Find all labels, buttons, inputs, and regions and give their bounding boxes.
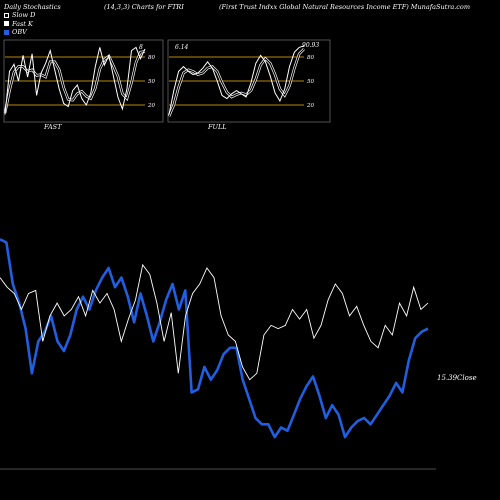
fast-value-label: 8 [139, 44, 143, 51]
legend-swatch-obv [4, 29, 9, 35]
svg-text:15.39Close: 15.39Close [437, 374, 477, 382]
full-panel: 80 50 20 6.14 90.93 FULL [167, 39, 331, 131]
full-value-label: 90.93 [302, 42, 319, 49]
fast-panel: 80 50 20 8 FAST [3, 39, 164, 131]
legend-swatch-fast-k [4, 21, 9, 27]
fast-ytick-label: 80 [148, 55, 155, 61]
close-name-label: Close [457, 374, 477, 382]
chart-title-left: Daily Stochastics [4, 3, 61, 11]
obv-line [0, 238, 429, 439]
legend-swatch-slow-d [4, 12, 9, 18]
legend-item-slow-d: Slow D [4, 11, 35, 20]
fast-panel-title: FAST [43, 123, 62, 131]
legend-label-fast-k: Fast K [12, 19, 33, 28]
fast-ytick-label: 50 [148, 79, 155, 85]
legend: Slow D Fast K OBV [4, 11, 35, 37]
full-ytick-label: 80 [307, 55, 314, 61]
close-line [0, 263, 429, 381]
legend-label-slow-d: Slow D [12, 11, 36, 19]
fast-ytick-label: 20 [147, 103, 155, 109]
full-ytick-label: 50 [307, 79, 314, 85]
chart-title-right: (First Trust Indxx Global Natural Resour… [219, 3, 471, 11]
legend-item-fast-k: Fast K [4, 20, 35, 29]
full-left-label: 6.14 [175, 44, 189, 51]
full-panel-title: FULL [207, 123, 227, 131]
legend-label-obv: OBV [12, 28, 27, 36]
full-fast-k-line [168, 45, 305, 115]
close-value-label: 15.39 [437, 374, 458, 382]
chart-title-mid: (14,3,3) Charts for FTRI [104, 3, 184, 11]
fast-fast-k-line [4, 46, 146, 115]
legend-item-obv: OBV [4, 28, 35, 37]
full-slow-d-line-core [168, 48, 305, 117]
full-ytick-label: 20 [306, 103, 314, 109]
main-panel: 15.39Close [0, 238, 477, 470]
